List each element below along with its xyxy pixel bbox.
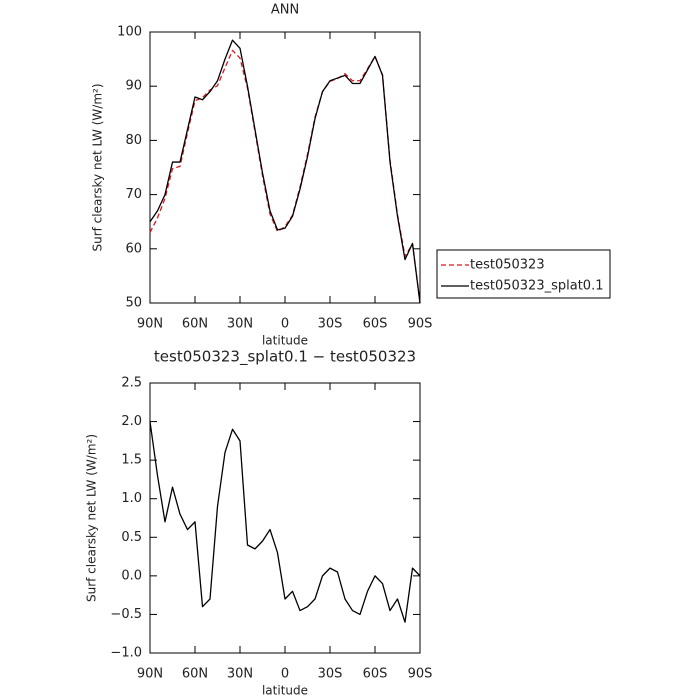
x-tick-label: 90S bbox=[408, 317, 433, 332]
y-tick-label: 0.0 bbox=[121, 568, 142, 583]
x-tick-label: 60S bbox=[363, 667, 388, 682]
y-tick-label: 90 bbox=[125, 79, 142, 94]
y-tick-label: −0.5 bbox=[110, 607, 142, 622]
y-tick-label: 0.5 bbox=[121, 530, 142, 545]
y-tick-label: 2.5 bbox=[121, 376, 142, 391]
x-tick-label: 0 bbox=[281, 667, 289, 682]
chart-title: test050323_splat0.1 − test050323 bbox=[154, 348, 416, 367]
plot-frame bbox=[149, 382, 421, 654]
series-line bbox=[149, 421, 421, 623]
y-tick-label: 1.5 bbox=[121, 453, 142, 468]
legend-label: test050323_splat0.1 bbox=[470, 279, 603, 294]
chart-title: ANN bbox=[271, 3, 299, 18]
y-tick-label: 2.0 bbox=[121, 414, 142, 429]
legend-box bbox=[436, 249, 611, 299]
x-tick-label: 60S bbox=[363, 317, 388, 332]
x-tick-label: 30N bbox=[227, 317, 253, 332]
series-line bbox=[149, 39, 421, 304]
plot-frame bbox=[149, 31, 421, 304]
y-tick-label: 1.0 bbox=[121, 491, 142, 506]
x-tick-label: 30S bbox=[318, 667, 343, 682]
x-tick-label: 90S bbox=[408, 667, 433, 682]
y-axis-label: Surf clearsky net LW (W/m²) bbox=[85, 434, 99, 602]
x-tick-label: 90N bbox=[137, 667, 163, 682]
y-tick-label: 60 bbox=[125, 241, 142, 256]
x-tick-label: 30S bbox=[318, 317, 343, 332]
x-tick-label: 60N bbox=[182, 667, 208, 682]
x-tick-label: 90N bbox=[137, 317, 163, 332]
y-tick-label: 50 bbox=[125, 296, 142, 311]
x-axis-label: latitude bbox=[262, 684, 308, 698]
y-tick-label: 100 bbox=[117, 25, 142, 40]
series-line bbox=[149, 49, 421, 304]
x-axis-label: latitude bbox=[262, 334, 308, 348]
legend-label: test050323 bbox=[470, 258, 545, 273]
y-tick-label: −1.0 bbox=[110, 646, 142, 661]
x-tick-label: 30N bbox=[227, 667, 253, 682]
x-tick-label: 0 bbox=[281, 317, 289, 332]
y-axis-label: Surf clearsky net LW (W/m²) bbox=[91, 83, 105, 251]
x-tick-label: 60N bbox=[182, 317, 208, 332]
y-tick-label: 70 bbox=[125, 187, 142, 202]
y-tick-label: 80 bbox=[125, 133, 142, 148]
